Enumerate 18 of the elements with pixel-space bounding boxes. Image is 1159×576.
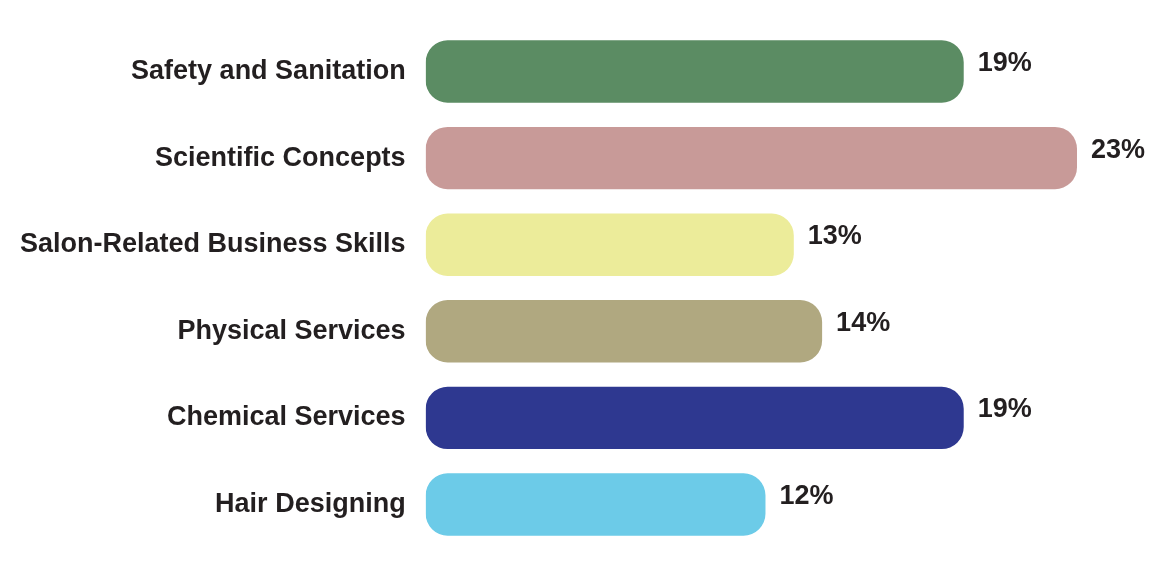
data-label: 19% bbox=[977, 46, 1032, 77]
data-label: 19% bbox=[977, 393, 1032, 424]
y-tick-label: Scientific Concepts bbox=[155, 141, 406, 172]
data-label: 12% bbox=[779, 479, 834, 510]
bar bbox=[425, 473, 766, 536]
y-tick-label: Hair Designing bbox=[215, 487, 406, 518]
y-tick-label: Chemical Services bbox=[166, 401, 406, 432]
y-tick-label: Salon-Related Business Skills bbox=[19, 228, 406, 259]
bar bbox=[425, 126, 1077, 190]
bar bbox=[425, 386, 964, 450]
bar bbox=[425, 213, 794, 276]
y-tick-label: Physical Services bbox=[177, 314, 406, 345]
bar bbox=[425, 40, 964, 103]
data-label: 13% bbox=[807, 220, 862, 251]
bar bbox=[425, 300, 823, 363]
y-tick-label: Safety and Sanitation bbox=[131, 54, 406, 85]
data-label: 23% bbox=[1091, 133, 1146, 164]
data-label: 14% bbox=[836, 306, 891, 337]
